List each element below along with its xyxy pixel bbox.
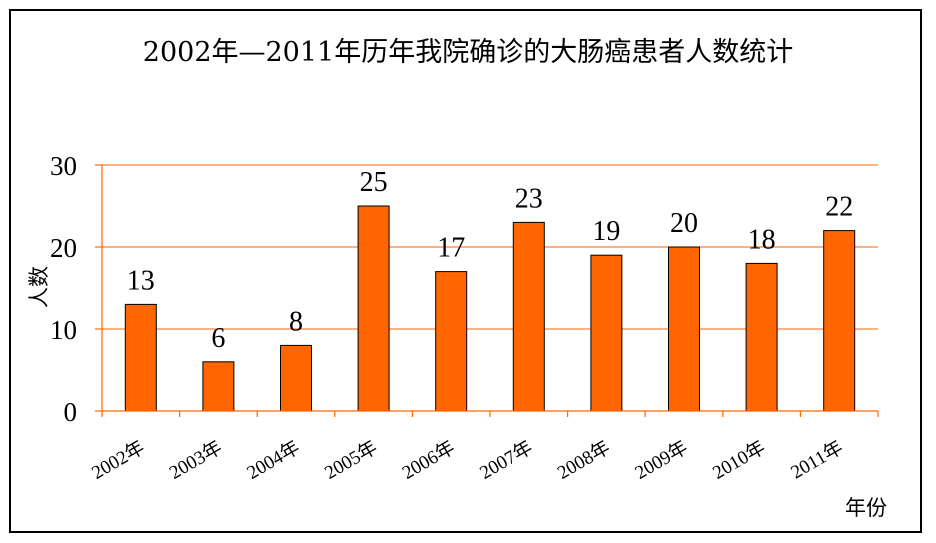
data-label: 25: [360, 167, 388, 198]
data-label: 22: [825, 192, 853, 223]
bar: [668, 246, 700, 412]
bar: [745, 262, 778, 412]
x-tick-label: 2005年: [321, 436, 381, 484]
x-tick-label: 2006年: [398, 436, 458, 484]
y-axis-label: 人数: [27, 266, 51, 308]
x-tick-label: 2008年: [554, 436, 614, 484]
x-axis-label: 年份: [845, 496, 887, 520]
y-tick-label: 10: [50, 315, 77, 345]
chart-title: 2002年—2011年历年我院确诊的大肠癌患者人数统计: [142, 37, 794, 68]
y-tick-label: 0: [64, 397, 78, 427]
data-label: 17: [437, 233, 465, 264]
y-tick-label: 20: [50, 233, 77, 263]
x-tick-label: 2009年: [631, 436, 691, 484]
y-tick-label: 30: [50, 151, 77, 181]
bar: [435, 271, 468, 412]
bar: [512, 221, 545, 412]
x-tick-label: 2007年: [476, 436, 536, 484]
data-label: 23: [515, 183, 543, 214]
data-label: 6: [211, 323, 225, 354]
data-label: 18: [748, 224, 776, 255]
bar: [280, 344, 312, 412]
bar: [590, 254, 623, 412]
bar: [202, 361, 235, 412]
x-tick-label: 2011年: [787, 436, 847, 483]
data-label: 20: [670, 208, 698, 239]
x-tick-label: 2003年: [166, 436, 226, 484]
x-tick-label: 2002年: [88, 436, 148, 484]
data-label: 8: [289, 306, 303, 337]
bar: [124, 303, 157, 412]
x-tick-label: 2004年: [243, 436, 303, 484]
bar: [357, 205, 390, 412]
x-tick-label: 2010年: [709, 436, 769, 484]
bar: [823, 230, 856, 412]
data-label: 19: [592, 216, 620, 247]
data-label: 13: [127, 265, 155, 296]
